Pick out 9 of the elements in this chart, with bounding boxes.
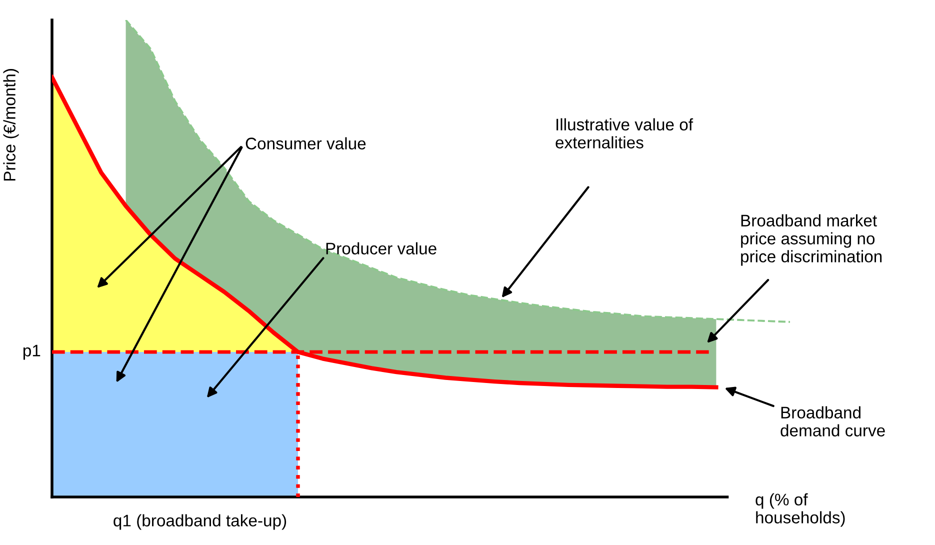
ref-line-label: p1	[23, 344, 40, 360]
annotation: Producer value	[326, 242, 436, 254]
annotation: Consumer value	[246, 137, 366, 150]
y-axis-title: Price (€/month)	[3, 69, 19, 181]
text: q1 (broadband take-up)	[114, 514, 286, 530]
x-axis-title: q (% of households)	[756, 493, 845, 527]
annotation: Illustrative value of externalities	[556, 118, 694, 148]
annotation: Broadband demand curve	[780, 406, 885, 436]
annotation: Broadband market price assuming no price discrimination	[741, 214, 882, 266]
